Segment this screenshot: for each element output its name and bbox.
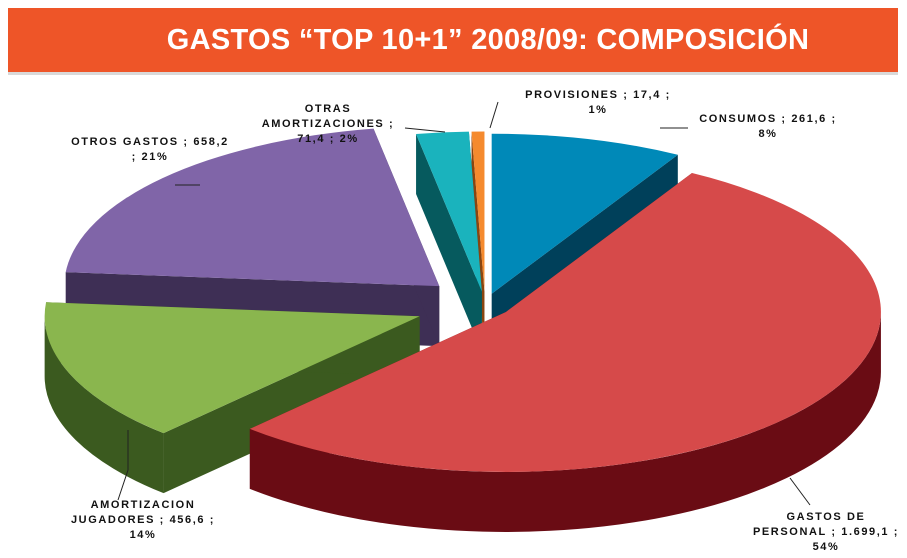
leader-lines — [117, 101, 811, 506]
label-consumos-line-1: 8% — [758, 128, 777, 140]
label-amortizacion-jugadores-line-0: AMORTIZACION — [91, 499, 196, 511]
label-amortizacion-jugadores-line-2: 14% — [130, 529, 157, 541]
label-otras-amortizaciones-line-1: AMORTIZACIONES ; — [262, 118, 395, 130]
slice-rim-gastos-de-personal-0 — [249, 311, 881, 532]
label-gastos-de-personal: GASTOS DE PERSONAL ; 1.699,1 ; 54% — [753, 511, 899, 553]
slice-otras-amortizaciones — [416, 131, 482, 292]
slice-wall-otras-amortizaciones-0 — [416, 134, 482, 352]
pie-tops — [44, 128, 881, 472]
slice-otros-gastos — [65, 128, 440, 287]
page-title: GASTOS “TOP 10+1” 2008/09: COMPOSICIÓN — [166, 24, 810, 56]
slice-amortizacion-jugadores — [44, 302, 420, 434]
slice-provisiones — [471, 131, 485, 292]
label-provisiones: PROVISIONES ; 17,4 ; 1% — [525, 89, 671, 116]
label-otros-gastos: OTROS GASTOS ; 658,2 ; 21% — [71, 136, 229, 163]
label-amortizacion-jugadores-line-1: JUGADORES ; 456,6 ; — [71, 514, 215, 526]
label-otros-gastos-line-0: OTROS GASTOS ; 658,2 — [71, 136, 229, 148]
slice-labels: CONSUMOS ; 261,6 ; 8% GASTOS DE PERSONAL ; … — [71, 89, 899, 553]
slice-consumos — [491, 133, 678, 294]
label-consumos-line-0: CONSUMOS ; 261,6 ; — [699, 113, 837, 125]
leader-provisiones — [489, 101, 499, 129]
label-consumos: CONSUMOS ; 261,6 ; 8% — [699, 113, 837, 140]
label-gastos-de-personal-line-0: GASTOS DE — [787, 511, 866, 523]
label-gastos-de-personal-line-1: PERSONAL ; 1.699,1 ; — [753, 526, 899, 538]
slice-gastos-de-personal — [249, 173, 881, 472]
banner-divider — [8, 72, 898, 75]
label-provisiones-line-0: PROVISIONES ; 17,4 ; — [525, 89, 671, 101]
label-provisiones-line-1: 1% — [588, 104, 607, 116]
label-amortizacion-jugadores: AMORTIZACION JUGADORES ; 456,6 ; 14% — [71, 499, 215, 541]
label-gastos-de-personal-line-2: 54% — [813, 541, 840, 553]
label-otras-amortizaciones-line-0: OTRAS — [305, 103, 352, 115]
label-otros-gastos-line-1: ; 21% — [132, 151, 169, 163]
label-otras-amortizaciones-line-2: 71,4 ; 2% — [297, 133, 358, 145]
slice-rim-amortizacion-jugadores-0 — [44, 316, 164, 494]
label-otras-amortizaciones: OTRAS AMORTIZACIONES ; 71,4 ; 2% — [262, 103, 395, 145]
leader-gastos-de-personal — [789, 477, 811, 506]
title-banner: GASTOS “TOP 10+1” 2008/09: COMPOSICIÓN — [8, 8, 898, 72]
leader-amortizacion-jugadores — [117, 430, 129, 501]
leader-otras-amortizaciones — [404, 127, 446, 133]
